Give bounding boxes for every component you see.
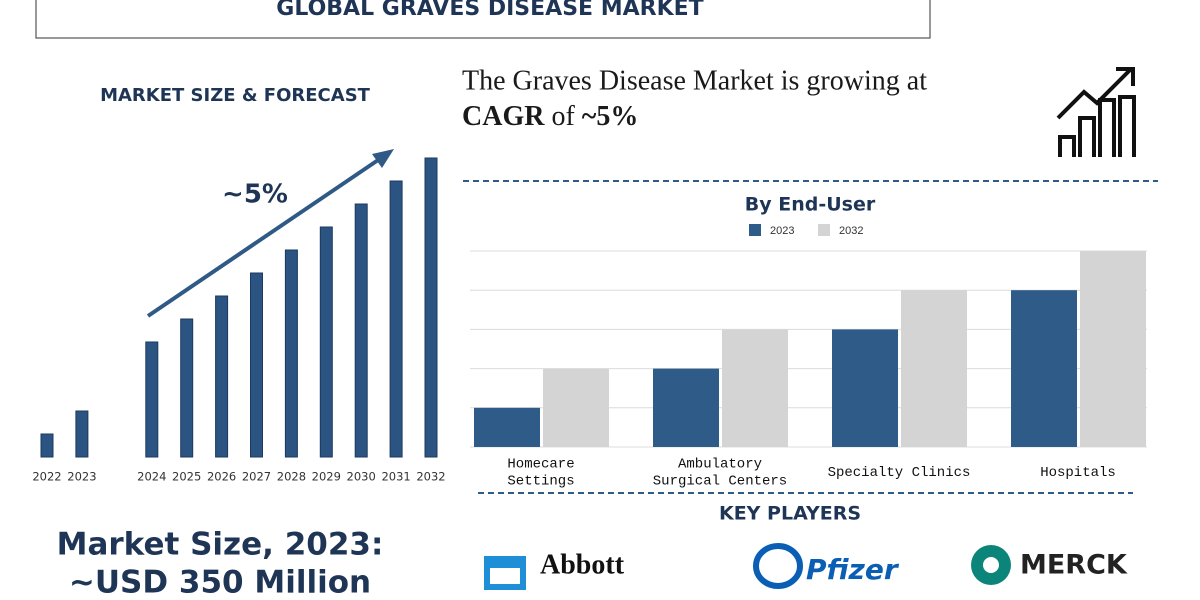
legend-swatch [818,224,830,236]
chart-title: MARKET SIZE & FORECAST [100,85,371,106]
x-tick-label: 2032 [416,470,445,484]
legend-label: 2032 [839,225,863,237]
bar [543,368,609,447]
bar [180,318,194,458]
x-tick-label: 2031 [381,470,410,484]
of: of [551,101,575,132]
bar [1080,251,1146,447]
bar [389,180,403,458]
merck-icon [983,557,999,573]
chart-title: By End-User [745,194,876,216]
bar [145,341,159,458]
x-tick-label: Ambulatory Surgical Centers [653,456,787,489]
x-tick-label: 2024 [137,470,166,484]
bar [40,433,54,458]
player-name: Pfizer [806,553,900,586]
title-box [35,0,931,39]
x-tick-label: 2028 [277,470,306,484]
trend-arrow [146,154,386,318]
x-tick-label: 2022 [32,470,61,484]
bar [215,295,229,458]
bar [250,272,263,458]
headline-cagr: CAGR of ~5% [462,101,638,132]
legend-swatch [749,224,761,236]
trend-arrowhead [372,149,394,168]
bar [901,290,967,447]
bar [474,407,540,447]
growth-icon [1056,67,1136,157]
x-tick-label: Homecare Settings [507,456,574,489]
pfizer-logo: Pfizer [753,543,900,589]
bar [653,368,719,447]
cagr-rate: ~5% [582,101,639,132]
key-players-title: KEY PLAYERS [719,503,861,525]
bar [424,157,438,458]
headline: The Graves Disease Market is growing at [462,65,927,96]
x-tick-label: 2027 [242,470,271,484]
bar [1011,290,1077,447]
bar [354,203,368,458]
bar [722,329,788,447]
bar [319,226,333,458]
market-size-label: Market Size, 2023: [57,527,384,563]
bar [284,249,298,458]
legend-label: 2023 [770,225,794,237]
cagr: CAGR [462,101,545,132]
abbott-logo: Abbott [484,549,625,590]
bar [832,329,898,447]
x-tick-label: 2030 [347,470,376,484]
x-tick-label: 2029 [312,470,341,484]
annotation: ~5% [222,180,288,210]
pfizer-icon [753,543,803,589]
x-tick-label: Specialty Clinics [828,465,971,481]
player-name: MERCK [1020,550,1128,581]
x-tick-label: 2023 [67,470,96,484]
x-tick-label: Hospitals [1040,465,1116,481]
bar [75,410,89,458]
x-tick-label: 2026 [207,470,236,484]
page-title: GLOBAL GRAVES DISEASE MARKET [276,0,703,21]
player-name: Abbott [540,549,625,580]
x-tick-label: 2025 [172,470,201,484]
abbott-icon [484,556,526,590]
merck-logo: MERCK [971,545,1128,585]
market-size-value: ~USD 350 Million [69,565,371,600]
